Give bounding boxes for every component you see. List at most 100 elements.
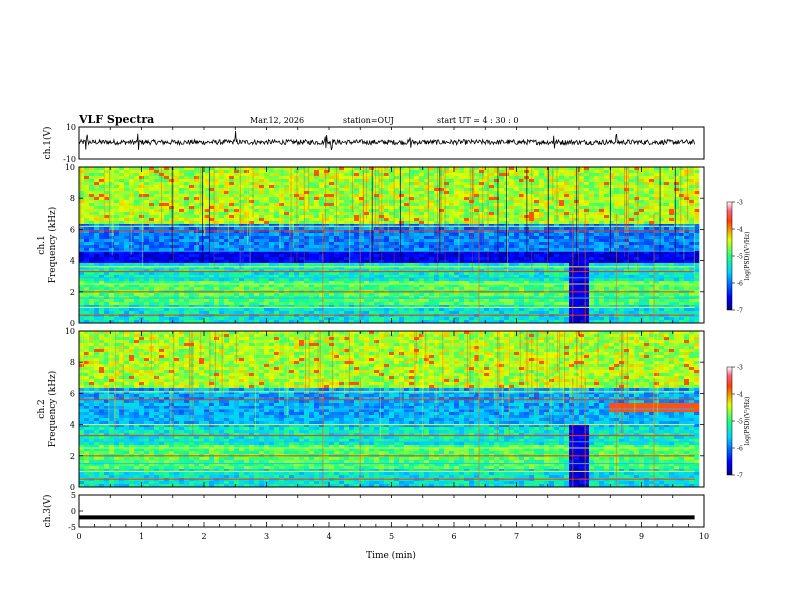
spectrogram-cell (474, 257, 480, 261)
spectrogram-cell (204, 230, 210, 234)
spectrogram-cell (149, 224, 155, 228)
spectrogram-cell (394, 248, 400, 252)
spectrogram-cell (409, 287, 415, 291)
spectrogram-cell (229, 224, 235, 228)
spectrogram-cell (424, 299, 430, 303)
spectrogram-cell (109, 260, 115, 264)
spectrogram-cell (339, 236, 345, 240)
spectrogram-cell (474, 197, 480, 201)
spectrogram-cell (244, 245, 250, 249)
spectrogram-cell (174, 293, 180, 297)
spectrogram-cell (124, 185, 130, 189)
spectrogram-cell (249, 311, 255, 315)
spectrogram-cell (209, 176, 215, 180)
spectrogram-cell (539, 182, 545, 186)
spectrogram-cell (399, 191, 405, 195)
spectrogram-cell (129, 236, 135, 240)
spectrogram-cell (184, 221, 190, 225)
spectrogram-cell (364, 254, 370, 258)
spectrogram-cell (114, 167, 120, 171)
spectrogram-cell (229, 197, 235, 201)
spectrogram-cell (464, 287, 470, 291)
spectrogram-cell (244, 185, 250, 189)
spectrogram-cell (274, 167, 280, 171)
spectrogram-cell (459, 269, 465, 273)
spectrogram-cell (299, 236, 305, 240)
spectrogram-cell (329, 302, 335, 306)
spectrogram-cell (219, 215, 225, 219)
spectrogram-cell (169, 248, 175, 252)
spectrogram-cell (544, 212, 550, 216)
spectrogram-cell (329, 272, 335, 276)
spectrogram-cell (234, 194, 240, 198)
spectrogram-cell (489, 167, 495, 171)
spectrogram-cell (454, 194, 460, 198)
spectrogram-cell (344, 224, 350, 228)
spectrogram-cell (164, 212, 170, 216)
spectrogram-cell (254, 188, 260, 192)
spectrogram-cell (209, 218, 215, 222)
spectrogram-cell (79, 227, 85, 231)
spectrogram-cell (399, 308, 405, 312)
spectrogram-cell (429, 269, 435, 273)
spectrogram-cell (119, 248, 125, 252)
spectrogram-cell (129, 167, 135, 171)
spectrogram-cell (269, 302, 275, 306)
spectrogram-cell (429, 212, 435, 216)
spectrogram-cell (494, 299, 500, 303)
spectrogram-cell (149, 197, 155, 201)
spectrogram-cell (154, 269, 160, 273)
spectrogram-cell (404, 191, 410, 195)
spectrogram-cell (514, 182, 520, 186)
spectrogram-cell (204, 248, 210, 252)
spectrogram-cell (154, 266, 160, 270)
spectrogram-cell (164, 269, 170, 273)
spectrogram-cell (309, 263, 315, 267)
spectrogram-cell (479, 230, 485, 234)
spectrogram-cell (449, 197, 455, 201)
spectrogram-cell (449, 302, 455, 306)
spectrogram-cell (429, 308, 435, 312)
spectrogram-cell (434, 191, 440, 195)
spectrogram-cell (334, 245, 340, 249)
spectrogram-cell (249, 233, 255, 237)
spectrogram-cell (524, 266, 530, 270)
spectrogram-cell (409, 227, 415, 231)
spectrogram-cell (209, 299, 215, 303)
spectrogram-cell (449, 230, 455, 234)
spectrogram-cell (94, 200, 100, 204)
spectrogram-cell (534, 242, 540, 246)
spectrogram-cell (204, 224, 210, 228)
spectrogram-cell (494, 236, 500, 240)
spectrogram-cell (239, 257, 245, 261)
spectrogram-cell (519, 176, 525, 180)
spectrogram-cell (289, 170, 295, 174)
spectrogram-cell (114, 308, 120, 312)
spectrogram-cell (469, 287, 475, 291)
spectrogram-cell (394, 200, 400, 204)
spectrogram-cell (349, 233, 355, 237)
spectrogram-cell (514, 305, 520, 309)
spectrogram-cell (384, 191, 390, 195)
spectrogram-cell (504, 260, 510, 264)
spectrogram-cell (144, 308, 150, 312)
spectrogram-cell (109, 176, 115, 180)
spectrogram-cell (264, 299, 270, 303)
spectrogram-cell (194, 311, 200, 315)
spectrogram-cell (204, 194, 210, 198)
spectrogram-cell (224, 194, 230, 198)
spectrogram-cell (494, 212, 500, 216)
spectrogram-cell (169, 173, 175, 177)
spectrogram-cell (369, 278, 375, 282)
spectrogram-cell (539, 302, 545, 306)
spectrogram-cell (474, 245, 480, 249)
spectrogram-cell (399, 218, 405, 222)
spectrogram-cell (344, 185, 350, 189)
spectrogram-cell (249, 203, 255, 207)
spectrogram-cell (119, 254, 125, 258)
spectrogram-cell (289, 227, 295, 231)
spectrogram-cell (359, 302, 365, 306)
spectrogram-cell (239, 278, 245, 282)
spectrogram-cell (499, 212, 505, 216)
spectrogram-cell (244, 302, 250, 306)
